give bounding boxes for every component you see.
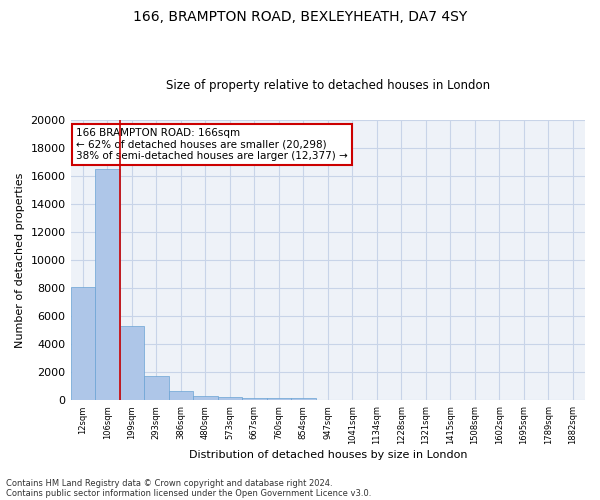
Text: 166 BRAMPTON ROAD: 166sqm
← 62% of detached houses are smaller (20,298)
38% of s: 166 BRAMPTON ROAD: 166sqm ← 62% of detac…: [76, 128, 347, 161]
Bar: [242, 398, 266, 400]
Bar: [144, 376, 169, 400]
Text: Contains HM Land Registry data © Crown copyright and database right 2024.: Contains HM Land Registry data © Crown c…: [6, 478, 332, 488]
Bar: [291, 398, 316, 400]
Bar: [71, 286, 95, 401]
X-axis label: Distribution of detached houses by size in London: Distribution of detached houses by size …: [188, 450, 467, 460]
Bar: [95, 168, 119, 400]
Title: Size of property relative to detached houses in London: Size of property relative to detached ho…: [166, 79, 490, 92]
Bar: [266, 398, 291, 400]
Text: 166, BRAMPTON ROAD, BEXLEYHEATH, DA7 4SY: 166, BRAMPTON ROAD, BEXLEYHEATH, DA7 4SY: [133, 10, 467, 24]
Bar: [193, 396, 218, 400]
Y-axis label: Number of detached properties: Number of detached properties: [15, 172, 25, 348]
Bar: [169, 392, 193, 400]
Text: Contains public sector information licensed under the Open Government Licence v3: Contains public sector information licen…: [6, 488, 371, 498]
Bar: [119, 326, 144, 400]
Bar: [218, 397, 242, 400]
